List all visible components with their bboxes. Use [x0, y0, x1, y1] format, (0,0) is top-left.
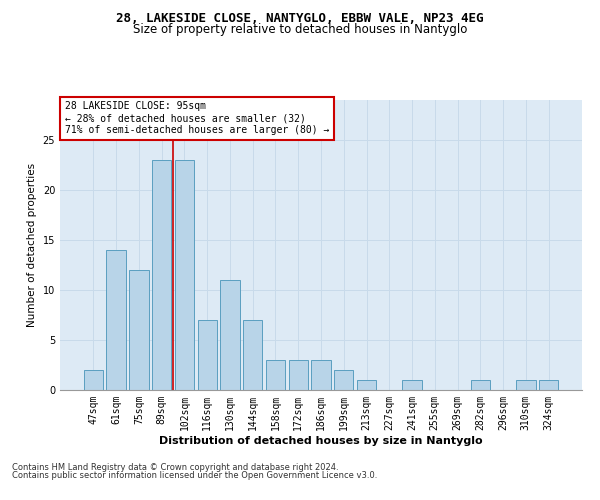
Bar: [311, 360, 331, 390]
Text: Contains HM Land Registry data © Crown copyright and database right 2024.: Contains HM Land Registry data © Crown c…: [12, 462, 338, 471]
Bar: [106, 250, 126, 390]
Bar: [470, 380, 490, 390]
Bar: [175, 160, 194, 390]
Bar: [84, 370, 103, 390]
Bar: [243, 320, 262, 390]
X-axis label: Distribution of detached houses by size in Nantyglo: Distribution of detached houses by size …: [159, 436, 483, 446]
Bar: [516, 380, 536, 390]
Bar: [152, 160, 172, 390]
Bar: [197, 320, 217, 390]
Bar: [129, 270, 149, 390]
Text: 28 LAKESIDE CLOSE: 95sqm
← 28% of detached houses are smaller (32)
71% of semi-d: 28 LAKESIDE CLOSE: 95sqm ← 28% of detach…: [65, 102, 329, 134]
Bar: [266, 360, 285, 390]
Bar: [334, 370, 353, 390]
Bar: [539, 380, 558, 390]
Text: Contains public sector information licensed under the Open Government Licence v3: Contains public sector information licen…: [12, 471, 377, 480]
Bar: [220, 280, 239, 390]
Y-axis label: Number of detached properties: Number of detached properties: [27, 163, 37, 327]
Bar: [403, 380, 422, 390]
Bar: [357, 380, 376, 390]
Text: 28, LAKESIDE CLOSE, NANTYGLO, EBBW VALE, NP23 4EG: 28, LAKESIDE CLOSE, NANTYGLO, EBBW VALE,…: [116, 12, 484, 26]
Text: Size of property relative to detached houses in Nantyglo: Size of property relative to detached ho…: [133, 22, 467, 36]
Bar: [289, 360, 308, 390]
